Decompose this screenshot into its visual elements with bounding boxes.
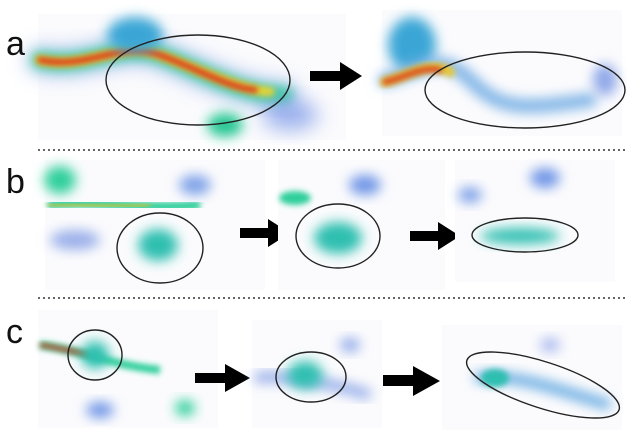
blobs bbox=[474, 338, 612, 410]
blobs bbox=[39, 341, 195, 418]
highlight-ellipse bbox=[465, 351, 621, 419]
highlight-ellipse bbox=[116, 212, 204, 284]
blobs bbox=[279, 175, 381, 254]
highlight-ellipse bbox=[295, 203, 381, 269]
highlight-ellipse bbox=[67, 329, 123, 381]
panel-a: a bbox=[6, 10, 626, 140]
panel-label: a bbox=[6, 25, 25, 63]
arrow bbox=[383, 366, 440, 396]
panel-c: c bbox=[6, 310, 622, 430]
arrow bbox=[195, 364, 250, 392]
arrow bbox=[310, 62, 362, 90]
highlight-ellipse bbox=[424, 51, 626, 129]
blobs bbox=[254, 338, 372, 400]
panel-b: b bbox=[6, 160, 615, 290]
arrow bbox=[410, 222, 460, 250]
panel-label: c bbox=[6, 313, 23, 351]
streak bbox=[27, 17, 318, 137]
blobs bbox=[458, 168, 560, 244]
streak bbox=[378, 17, 617, 113]
image-frame bbox=[45, 160, 265, 290]
highlight-ellipse bbox=[471, 217, 579, 253]
arrow bbox=[240, 219, 290, 247]
highlight-ellipse bbox=[105, 34, 291, 126]
highlight-ellipse bbox=[275, 351, 347, 403]
panel-label: b bbox=[6, 163, 25, 201]
blobs bbox=[44, 166, 211, 261]
